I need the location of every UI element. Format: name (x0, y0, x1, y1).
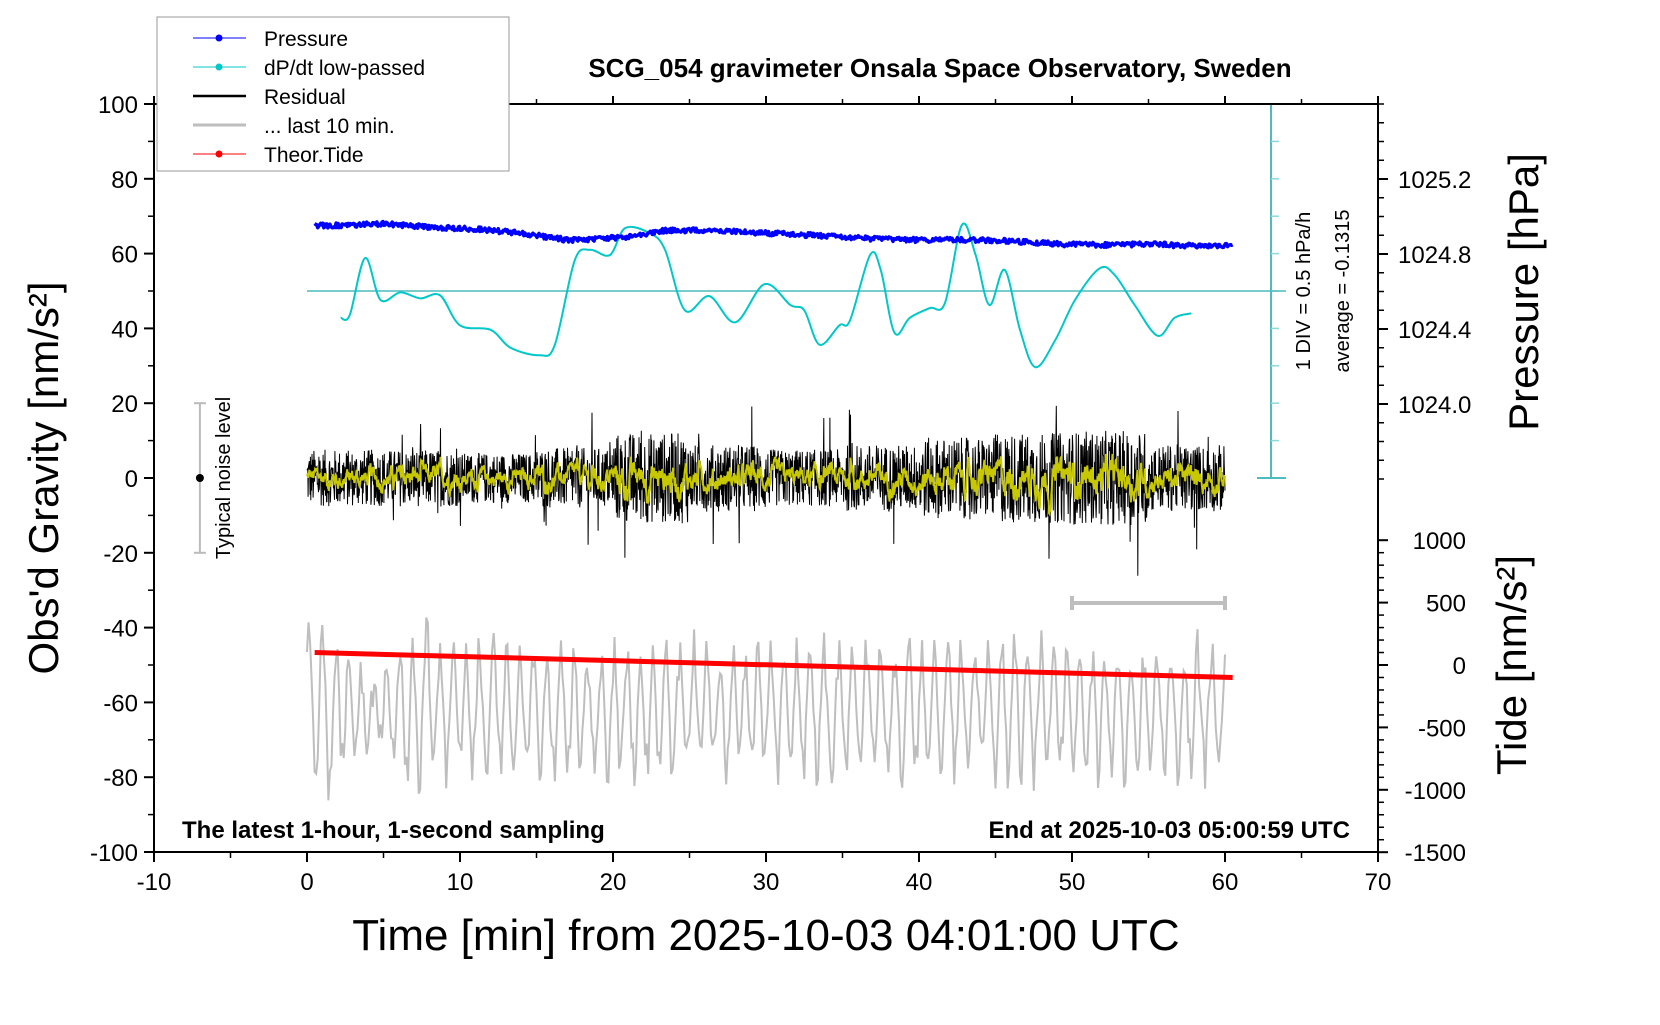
y-tick-label: -80 (103, 765, 138, 792)
theor-tide-line (314, 650, 1233, 680)
legend-item: Pressure (193, 28, 348, 51)
pressure-axis-label: Pressure [hPa] (1500, 153, 1547, 431)
legend-label: Theor.Tide (264, 144, 364, 167)
legend-item: Theor.Tide (193, 144, 364, 167)
legend-swatch-marker (215, 150, 223, 158)
noise-level-label: Typical noise level (213, 397, 235, 559)
y-tick-label: -20 (103, 541, 138, 568)
div-note: 1 DIV = 0.5 hPa/h (1293, 212, 1315, 370)
tide-axis-label: Tide [nm/s²] (1488, 555, 1535, 775)
legend-label: Pressure (264, 28, 348, 51)
average-note: average = -0.1315 (1332, 210, 1354, 373)
y-tick-label: -60 (103, 690, 138, 717)
y-tick-label: 0 (125, 466, 138, 493)
y-axis-label: Obs'd Gravity [nm/s²] (20, 281, 67, 674)
pressure-line (313, 219, 1234, 250)
pressure-tick-label: 1024.4 (1398, 317, 1471, 344)
legend-box (156, 16, 510, 172)
tide-tick-label: 500 (1426, 591, 1466, 618)
x-tick-label: 70 (1365, 869, 1392, 896)
tide-tick-label: 1000 (1413, 528, 1466, 555)
x-tick-label: 10 (447, 869, 474, 896)
noise-level-dot (195, 474, 204, 482)
x-tick-label: 50 (1059, 869, 1086, 896)
dpdt-line (340, 222, 1192, 369)
legend-swatch-marker (215, 34, 223, 42)
y-tick-label: 80 (111, 167, 138, 194)
x-tick-label: 0 (300, 869, 313, 896)
legend-item: dP/dt low-passed (193, 57, 425, 80)
y-tick-label: -100 (90, 840, 138, 867)
sampling-note: The latest 1-hour, 1-second sampling (182, 817, 605, 844)
y-tick-label: -40 (103, 616, 138, 643)
x-tick-label: 40 (906, 869, 933, 896)
y-tick-label: 20 (111, 391, 138, 418)
y-tick-label: 40 (111, 316, 138, 343)
pressure-tick-label: 1024.8 (1398, 242, 1471, 269)
last10-line (306, 617, 1226, 801)
x-axis-label: Time [min] from 2025-10-03 04:01:00 UTC (352, 911, 1179, 960)
pressure-tick-label: 1025.2 (1398, 167, 1471, 194)
y-tick-label: 100 (98, 92, 138, 119)
legend-label: Residual (264, 86, 346, 109)
legend-item: Residual (193, 86, 346, 109)
legend-swatch-marker (215, 63, 223, 71)
y-tick-label: 60 (111, 242, 138, 269)
tide-tick-label: -500 (1418, 715, 1466, 742)
x-tick-label: 30 (753, 869, 780, 896)
legend: Pressure dP/dt low-passed Residual ... last… (156, 16, 510, 172)
legend-label: ... last 10 min. (264, 115, 395, 138)
end-time-note: End at 2025-10-03 05:00:59 UTC (989, 817, 1351, 844)
x-tick-label: 20 (600, 869, 627, 896)
tide-tick-label: -1000 (1405, 778, 1466, 805)
legend-label: dP/dt low-passed (264, 57, 425, 80)
chart-title: SCG_054 gravimeter Onsala Space Observat… (588, 53, 1291, 83)
smoothed-residual-line (306, 453, 1226, 517)
x-tick-label: -10 (137, 869, 172, 896)
pressure-tick-label: 1024.0 (1398, 392, 1471, 419)
legend-item: ... last 10 min. (193, 115, 395, 138)
x-tick-label: 60 (1212, 869, 1239, 896)
tide-tick-label: 0 (1453, 653, 1466, 680)
tide-tick-label: -1500 (1405, 840, 1466, 867)
